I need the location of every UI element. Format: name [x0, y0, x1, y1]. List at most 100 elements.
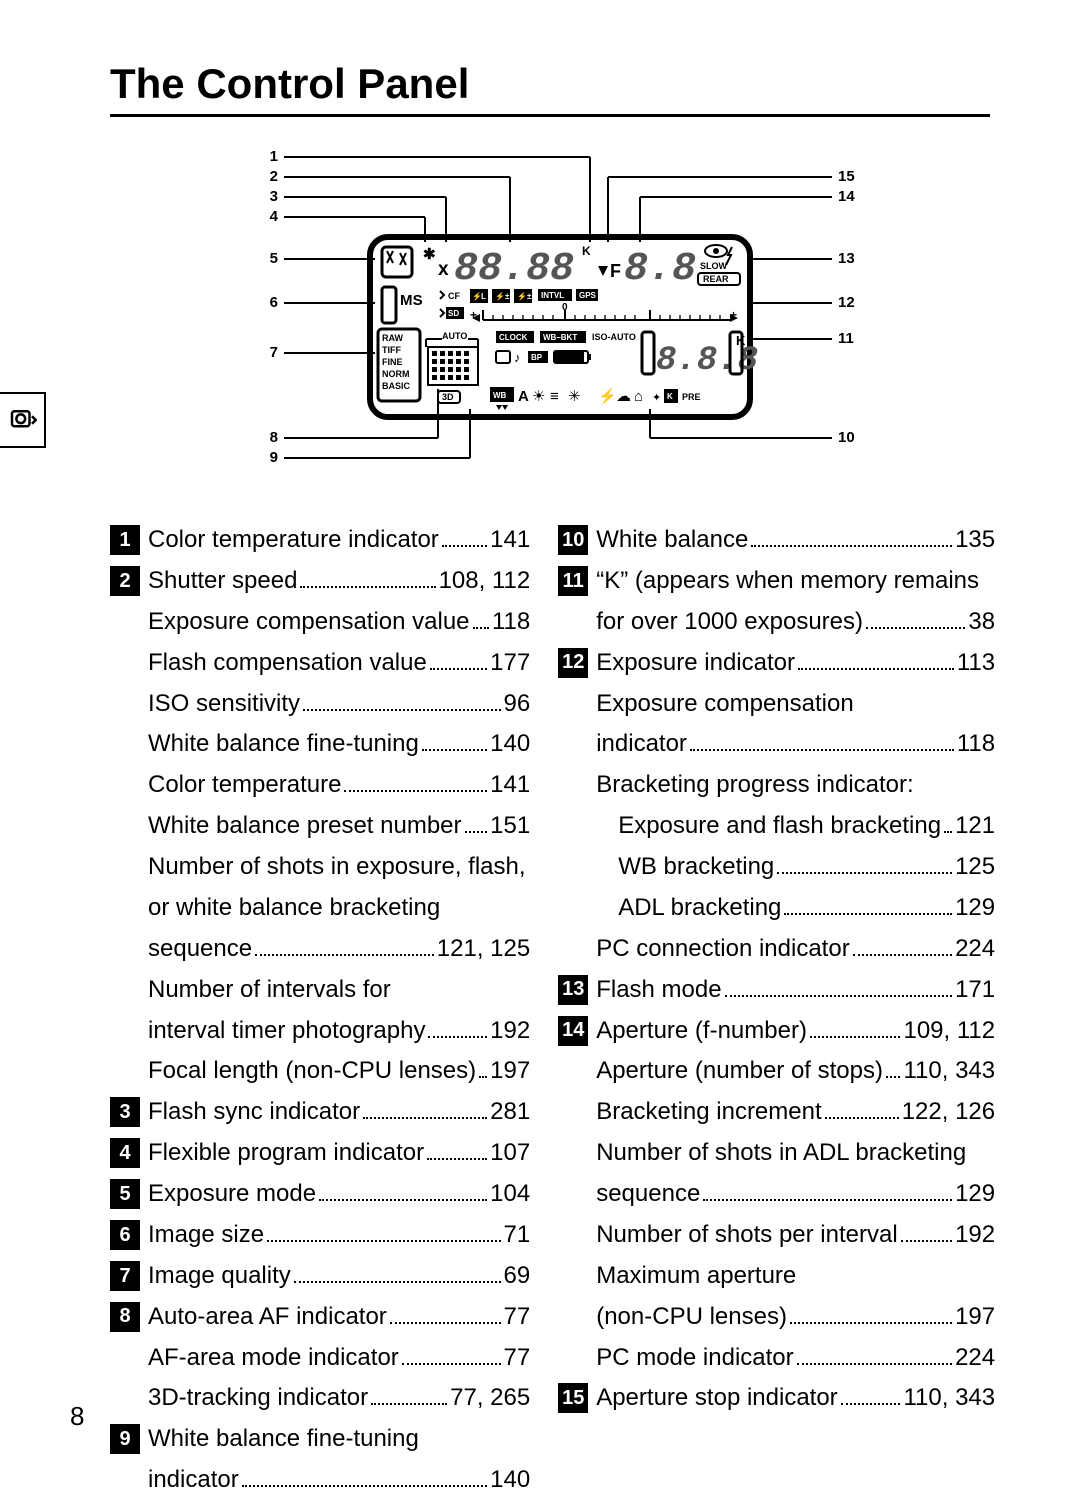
- index-number: 5: [110, 1179, 140, 1209]
- index-page: 197: [955, 1298, 995, 1337]
- svg-text:⚡±: ⚡±: [517, 291, 532, 301]
- index-entry: 14Aperture (f-number)109, 112: [558, 1012, 995, 1051]
- index-number: 4: [110, 1138, 140, 1168]
- index-entry: sequence121, 125: [110, 930, 530, 969]
- index-label: Number of intervals for: [148, 971, 530, 1010]
- index-page: 135: [955, 521, 995, 560]
- index-label: indicator: [148, 1461, 239, 1500]
- svg-text:ISO-AUTO: ISO-AUTO: [592, 332, 636, 342]
- svg-text:L: L: [481, 292, 486, 301]
- leader-dots: [402, 1363, 501, 1365]
- index-entry: ADL bracketing129: [558, 889, 995, 928]
- index-entry: or white balance bracketing: [110, 889, 530, 928]
- leader-dots: [479, 1076, 487, 1078]
- index-entry: Number of shots in ADL bracketing: [558, 1134, 995, 1173]
- svg-text:3: 3: [270, 188, 278, 205]
- leader-dots: [427, 1158, 487, 1160]
- index-label: Flash compensation value: [148, 644, 427, 683]
- leader-dots: [473, 627, 489, 629]
- index-entry: Focal length (non-CPU lenses)197: [110, 1052, 530, 1091]
- svg-text:CLOCK: CLOCK: [499, 333, 528, 342]
- index-label: Image size: [148, 1216, 264, 1255]
- index-label: Bracketing increment: [596, 1093, 821, 1132]
- leader-dots: [255, 954, 434, 956]
- index-number: 3: [110, 1097, 140, 1127]
- leader-dots: [465, 831, 488, 833]
- index-page: 151: [490, 807, 530, 846]
- leader-dots: [797, 1363, 952, 1365]
- section-tab-icon: [0, 392, 46, 448]
- index-label: AF-area mode indicator: [148, 1339, 399, 1378]
- svg-text:x: x: [438, 259, 449, 280]
- index-label: Bracketing progress indicator:: [596, 766, 995, 805]
- svg-text:14: 14: [838, 188, 855, 205]
- svg-text:RAW: RAW: [382, 333, 404, 343]
- svg-text:6: 6: [270, 294, 278, 311]
- svg-text:☁: ☁: [616, 388, 631, 405]
- svg-text:⚡±: ⚡±: [495, 291, 510, 301]
- index-column-left: 1Color temperature indicator1412Shutter …: [110, 521, 530, 1502]
- index-entry: interval timer photography192: [110, 1012, 530, 1051]
- svg-text:10: 10: [838, 429, 855, 446]
- index-label: sequence: [596, 1175, 700, 1214]
- index-entry: ISO sensitivity96: [110, 685, 530, 724]
- svg-text:13: 13: [838, 250, 855, 267]
- index-page: 125: [955, 848, 995, 887]
- index-label: or white balance bracketing: [148, 889, 530, 928]
- index-entry: Number of intervals for: [110, 971, 530, 1010]
- index-number: 1: [110, 525, 140, 555]
- index-entry: 6Image size71: [110, 1216, 530, 1255]
- index-columns: 1Color temperature indicator1412Shutter …: [110, 521, 990, 1502]
- index-entry: for over 1000 exposures)38: [558, 603, 995, 642]
- index-label: Exposure compensation: [596, 685, 995, 724]
- index-label: interval timer photography: [148, 1012, 425, 1051]
- svg-text:REAR: REAR: [703, 274, 729, 284]
- index-label: Color temperature: [148, 766, 341, 805]
- index-label: Exposure and flash bracketing: [618, 807, 941, 846]
- index-page: 197: [490, 1052, 530, 1091]
- index-label: PC mode indicator: [596, 1339, 793, 1378]
- index-entry: 13Flash mode171: [558, 971, 995, 1010]
- index-page: 224: [955, 930, 995, 969]
- svg-text:K: K: [667, 392, 673, 401]
- svg-text:4: 4: [270, 208, 279, 225]
- leader-dots: [866, 627, 965, 629]
- leader-dots: [841, 1403, 901, 1405]
- index-number: 11: [558, 566, 588, 596]
- index-entry: 2Shutter speed108, 112: [110, 562, 530, 601]
- index-page: 192: [955, 1216, 995, 1255]
- index-page: 129: [955, 889, 995, 928]
- svg-text:12: 12: [838, 294, 855, 311]
- svg-text:8: 8: [270, 429, 278, 446]
- index-page: 96: [504, 685, 531, 724]
- index-label: White balance fine-tuning: [148, 725, 419, 764]
- index-label: Exposure indicator: [596, 644, 795, 683]
- index-entry: 3D-tracking indicator77, 265: [110, 1379, 530, 1418]
- index-entry: 9White balance fine-tuning: [110, 1420, 530, 1459]
- index-entry: (non-CPU lenses)197: [558, 1298, 995, 1337]
- index-entry: PC connection indicator224: [558, 930, 995, 969]
- index-page: 140: [490, 1461, 530, 1500]
- leader-dots: [901, 1240, 952, 1242]
- svg-text:F: F: [610, 261, 621, 281]
- index-entry: Bracketing progress indicator:: [558, 766, 995, 805]
- index-entry: Number of shots in exposure, flash,: [110, 848, 530, 887]
- index-entry: Exposure compensation value118: [110, 603, 530, 642]
- index-page: 108, 112: [439, 562, 531, 601]
- index-label: Exposure mode: [148, 1175, 316, 1214]
- svg-text:5: 5: [270, 250, 278, 267]
- leader-dots: [784, 913, 952, 915]
- index-number: 10: [558, 525, 588, 555]
- index-page: 113: [957, 644, 995, 683]
- index-label: for over 1000 exposures): [596, 603, 863, 642]
- index-entry: 5Exposure mode104: [110, 1175, 530, 1214]
- svg-text:≡: ≡: [550, 388, 559, 405]
- index-number: 7: [110, 1261, 140, 1291]
- index-page: 118: [492, 603, 530, 642]
- svg-text:☀: ☀: [532, 388, 545, 405]
- index-label: Flexible program indicator: [148, 1134, 424, 1173]
- index-entry: Bracketing increment122, 126: [558, 1093, 995, 1132]
- index-entry: White balance fine-tuning140: [110, 725, 530, 764]
- index-page: 77: [504, 1298, 531, 1337]
- svg-text:0: 0: [562, 302, 568, 313]
